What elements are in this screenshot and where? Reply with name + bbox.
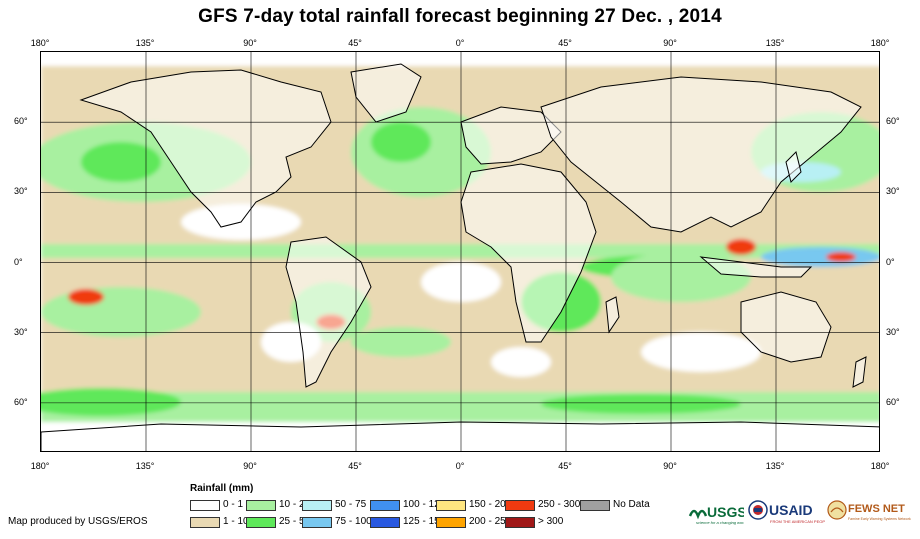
latitude-tick-left: 0° bbox=[14, 256, 23, 267]
legend-label: 125 - 150 bbox=[403, 516, 446, 527]
fewsnet-logo: FEWS NET Famine Early Warning Systems Ne… bbox=[827, 498, 917, 526]
legend-label: > 300 bbox=[538, 516, 564, 527]
latitude-tick-left: 30° bbox=[14, 186, 28, 197]
legend-swatch bbox=[246, 517, 276, 528]
longitude-tick-top: 180° bbox=[870, 38, 890, 48]
legend-swatch bbox=[302, 517, 332, 528]
legend-title: Rainfall (mm) bbox=[190, 483, 254, 494]
usaid-logo: USAID FROM THE AMERICAN PEOPLE bbox=[769, 500, 830, 526]
legend-label: 10 - 25 bbox=[279, 499, 311, 510]
latitude-tick-left: 60° bbox=[14, 116, 28, 127]
longitude-tick-top: 45° bbox=[558, 38, 572, 48]
longitude-tick-bottom: 135° bbox=[135, 461, 155, 471]
longitude-tick-top: 45° bbox=[348, 38, 362, 48]
rainfall-map bbox=[40, 51, 880, 452]
legend-label: 0 - 1 bbox=[223, 499, 244, 510]
legend-label: 150 - 200 bbox=[469, 499, 512, 510]
svg-text:FEWS NET: FEWS NET bbox=[848, 503, 905, 515]
legend-swatch bbox=[370, 500, 400, 511]
latitude-tick-right: 30° bbox=[886, 186, 900, 197]
legend-label: 200 - 250 bbox=[469, 516, 512, 527]
longitude-tick-bottom: 45° bbox=[348, 461, 362, 471]
usgs-logo: USGS science for a changing world bbox=[688, 500, 747, 526]
legend-label: 50 - 75 bbox=[335, 499, 367, 510]
svg-text:USAID: USAID bbox=[769, 502, 813, 518]
latitude-tick-right: 30° bbox=[886, 326, 900, 337]
legend-label: 100 - 125 bbox=[403, 499, 446, 510]
legend-swatch bbox=[505, 517, 535, 528]
legend-swatch bbox=[505, 500, 535, 511]
legend-swatch bbox=[436, 517, 466, 528]
svg-text:USGS: USGS bbox=[707, 504, 744, 520]
latitude-tick-left: 60° bbox=[14, 396, 28, 407]
longitude-tick-top: 0° bbox=[455, 38, 465, 48]
longitude-tick-bottom: 90° bbox=[663, 461, 677, 471]
legend-swatch bbox=[302, 500, 332, 511]
legend-swatch bbox=[436, 500, 466, 511]
longitude-tick-bottom: 45° bbox=[558, 461, 572, 471]
latitude-tick-right: 0° bbox=[886, 256, 895, 267]
graticule bbox=[41, 52, 879, 451]
legend-swatch bbox=[246, 500, 276, 511]
latitude-tick-right: 60° bbox=[886, 396, 900, 407]
legend-swatch bbox=[190, 517, 220, 528]
usaid-seal-icon bbox=[748, 500, 768, 520]
legend-label: 1 - 10 bbox=[223, 516, 249, 527]
latitude-tick-right: 60° bbox=[886, 116, 900, 127]
map-title: GFS 7-day total rainfall forecast beginn… bbox=[198, 6, 722, 27]
svg-text:FROM THE AMERICAN PEOPLE: FROM THE AMERICAN PEOPLE bbox=[770, 519, 825, 524]
longitude-tick-top: 90° bbox=[663, 38, 677, 48]
continent-outlines bbox=[41, 63, 879, 451]
longitude-tick-top: 90° bbox=[243, 38, 257, 48]
legend-swatch bbox=[580, 500, 610, 511]
longitude-tick-top: 180° bbox=[30, 38, 50, 48]
map-credit: Map produced by USGS/EROS bbox=[8, 516, 148, 527]
longitude-tick-bottom: 0° bbox=[455, 461, 465, 471]
legend-label: No Data bbox=[613, 499, 650, 510]
svg-text:science for a changing world: science for a changing world bbox=[696, 520, 744, 525]
longitude-tick-bottom: 90° bbox=[243, 461, 257, 471]
legend-label: 250 - 300 bbox=[538, 499, 581, 510]
longitude-tick-top: 135° bbox=[765, 38, 785, 48]
svg-text:Famine Early Warning Systems N: Famine Early Warning Systems Network bbox=[848, 517, 911, 521]
longitude-tick-bottom: 135° bbox=[765, 461, 785, 471]
longitude-tick-bottom: 180° bbox=[870, 461, 890, 471]
legend-label: 75 - 100 bbox=[335, 516, 372, 527]
legend-swatch bbox=[370, 517, 400, 528]
legend-label: 25 - 50 bbox=[279, 516, 311, 527]
rainfall-field bbox=[41, 52, 879, 451]
legend-swatch bbox=[190, 500, 220, 511]
longitude-tick-top: 135° bbox=[135, 38, 155, 48]
latitude-tick-left: 30° bbox=[14, 326, 28, 337]
longitude-tick-bottom: 180° bbox=[30, 461, 50, 471]
